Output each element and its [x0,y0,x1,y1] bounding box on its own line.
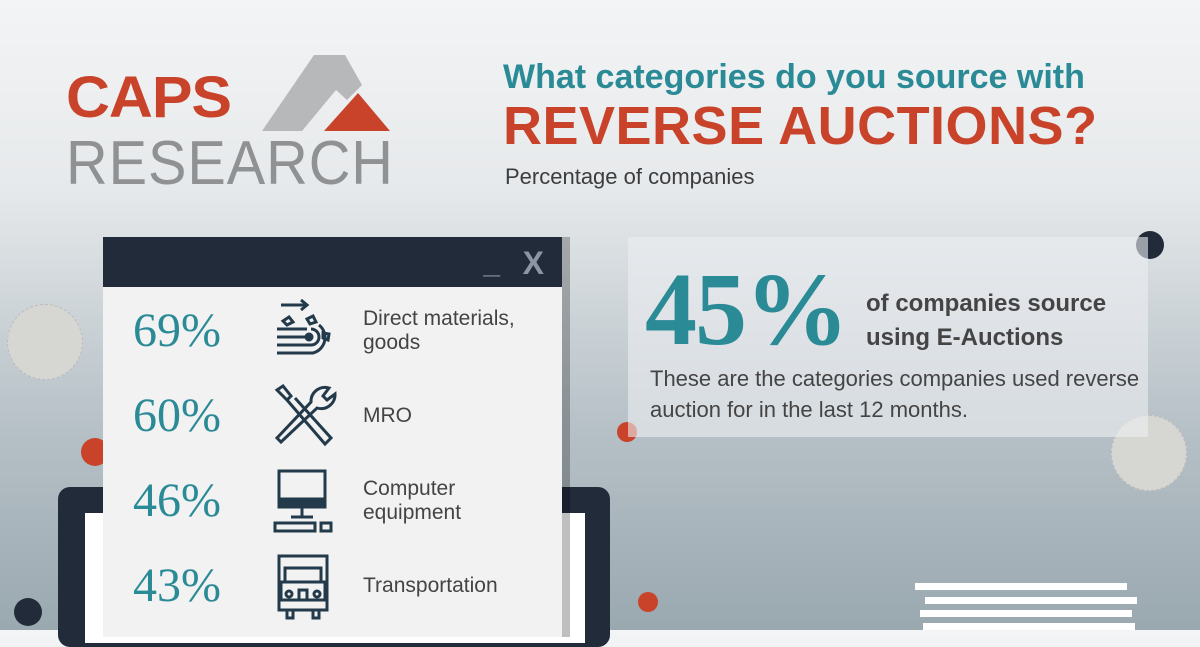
stat-card [628,237,1148,437]
logo-research: RESEARCH [66,129,394,198]
category-row: 60% MRO [103,374,562,458]
question-title: What categories do you source with [503,58,1085,96]
category-percent: 43% [133,559,221,612]
decor-grey-circle [7,304,83,380]
stat-value: 45% [645,252,849,367]
category-row: 69% Direct materials, goods [103,289,562,373]
category-percent: 60% [133,389,221,442]
minimize-icon: _ [483,247,500,280]
category-window: _ X 69% Direct materials, goods 60% MRO … [103,237,562,637]
logo-caps: CAPS [66,65,232,130]
category-row: 43% Transportation [103,544,562,628]
window-titlebar: _ X [103,237,562,287]
stat-description: These are the categories companies used … [650,366,1140,422]
decor-orange-dot [638,592,658,612]
conveyor-goods-icon [277,299,331,355]
category-label: Transportation [363,574,498,597]
decor-navy-dot [14,598,42,626]
desktop-computer-icon [273,469,333,533]
category-percent: 46% [133,474,221,527]
subtitle: Percentage of companies [505,164,755,189]
category-row: 46% Computer equipment [103,459,562,543]
mountain-logo-icon [262,55,390,131]
close-icon: X [522,245,544,281]
stat-text: of companies source using E-Auctions [866,290,1107,351]
highlight-title: REVERSE AUCTIONS? [503,96,1098,156]
category-percent: 69% [133,304,221,357]
truck-icon [277,554,329,620]
category-label: MRO [363,404,412,427]
category-label: Computer equipment [363,477,462,524]
category-label: Direct materials, goods [363,307,515,354]
wrench-screwdriver-icon [274,384,337,447]
